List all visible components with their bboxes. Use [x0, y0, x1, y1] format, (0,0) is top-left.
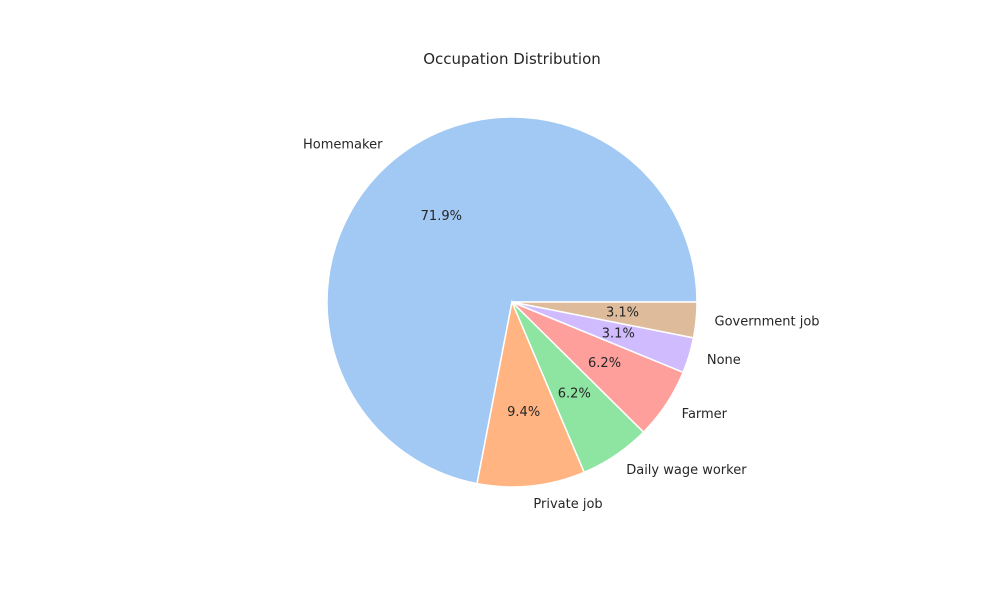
- slice-label-private-job: Private job: [533, 497, 602, 512]
- pct-label-none: 3.1%: [602, 327, 635, 342]
- chart-title: Occupation Distribution: [423, 50, 601, 68]
- pct-label-homemaker: 71.9%: [421, 209, 462, 224]
- pie-labels: Homemaker 71.9% Private job 9.4% Daily wage …: [303, 138, 820, 512]
- pie-slices: [326, 116, 698, 488]
- pct-label-private-job: 9.4%: [507, 405, 540, 420]
- slice-label-government-job: Government job: [715, 314, 820, 329]
- pie-slice-private-job: [476, 299, 586, 488]
- slice-label-daily-wage-worker: Daily wage worker: [626, 463, 747, 478]
- pct-label-farmer: 6.2%: [588, 356, 621, 371]
- pie-slice-government-job: [511, 301, 698, 339]
- slice-label-homemaker: Homemaker: [303, 138, 383, 153]
- pct-label-daily-wage-worker: 6.2%: [558, 386, 591, 401]
- slice-label-none: None: [707, 353, 741, 368]
- slice-label-farmer: Farmer: [682, 407, 728, 422]
- pct-label-government-job: 3.1%: [606, 305, 639, 320]
